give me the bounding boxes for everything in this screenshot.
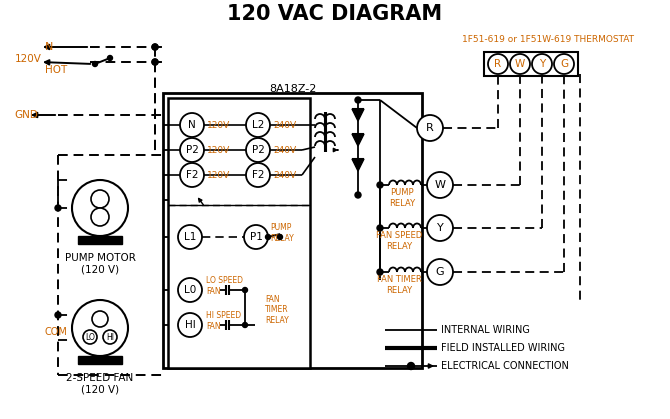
- Circle shape: [417, 115, 443, 141]
- Text: (120 V): (120 V): [81, 384, 119, 394]
- Circle shape: [243, 287, 247, 292]
- Bar: [78, 236, 122, 244]
- Text: R: R: [494, 59, 502, 69]
- Circle shape: [427, 215, 453, 241]
- Circle shape: [180, 113, 204, 137]
- Text: 2-SPEED FAN: 2-SPEED FAN: [66, 373, 133, 383]
- Circle shape: [55, 312, 61, 318]
- Text: 240V: 240V: [273, 145, 296, 155]
- Text: 120V: 120V: [207, 171, 230, 179]
- Text: FIELD INSTALLED WIRING: FIELD INSTALLED WIRING: [441, 343, 565, 353]
- Circle shape: [92, 62, 98, 67]
- Text: COM: COM: [44, 327, 67, 337]
- Circle shape: [178, 313, 202, 337]
- Text: F2: F2: [252, 170, 264, 180]
- Text: FAN
TIMER
RELAY: FAN TIMER RELAY: [265, 295, 289, 325]
- Text: (120 V): (120 V): [81, 264, 119, 274]
- Circle shape: [103, 330, 117, 344]
- Text: PUMP
RELAY: PUMP RELAY: [389, 188, 415, 208]
- Text: P2: P2: [186, 145, 198, 155]
- Text: INTERNAL WIRING: INTERNAL WIRING: [441, 325, 530, 335]
- Circle shape: [427, 172, 453, 198]
- Text: GND: GND: [14, 110, 38, 120]
- Circle shape: [83, 330, 97, 344]
- Text: L2: L2: [252, 120, 264, 130]
- Circle shape: [243, 323, 247, 328]
- Text: R: R: [426, 123, 434, 133]
- Text: 240V: 240V: [273, 171, 296, 179]
- Circle shape: [55, 205, 61, 211]
- Circle shape: [152, 59, 158, 65]
- Text: 120V: 120V: [15, 54, 42, 64]
- Text: LO SPEED
FAN: LO SPEED FAN: [206, 276, 243, 296]
- Text: P2: P2: [251, 145, 265, 155]
- Text: W: W: [435, 180, 446, 190]
- Text: Y: Y: [437, 223, 444, 233]
- Text: 8A18Z-2: 8A18Z-2: [269, 84, 317, 94]
- Circle shape: [152, 59, 158, 65]
- Circle shape: [72, 300, 128, 356]
- Text: LO: LO: [85, 333, 95, 341]
- Circle shape: [510, 54, 530, 74]
- Circle shape: [246, 138, 270, 162]
- Polygon shape: [352, 134, 364, 146]
- Text: 1F51-619 or 1F51W-619 THERMOSTAT: 1F51-619 or 1F51W-619 THERMOSTAT: [462, 34, 634, 44]
- Circle shape: [92, 311, 108, 327]
- Bar: [484, 52, 578, 76]
- Circle shape: [244, 225, 268, 249]
- Text: 120 VAC DIAGRAM: 120 VAC DIAGRAM: [227, 4, 443, 24]
- Bar: [163, 93, 422, 368]
- Circle shape: [355, 192, 361, 198]
- Circle shape: [91, 190, 109, 208]
- Circle shape: [107, 55, 113, 60]
- Circle shape: [355, 97, 361, 103]
- Text: W: W: [515, 59, 525, 69]
- Circle shape: [277, 235, 283, 240]
- Text: L0: L0: [184, 285, 196, 295]
- Circle shape: [532, 54, 552, 74]
- Circle shape: [407, 362, 415, 370]
- Circle shape: [377, 225, 383, 231]
- Text: P1: P1: [249, 232, 263, 242]
- Circle shape: [265, 235, 271, 240]
- Text: N: N: [188, 120, 196, 130]
- Text: HI: HI: [185, 320, 196, 330]
- Text: PUMP
RELAY: PUMP RELAY: [270, 223, 293, 243]
- Circle shape: [180, 138, 204, 162]
- Circle shape: [246, 113, 270, 137]
- Text: HOT: HOT: [45, 65, 67, 75]
- Circle shape: [152, 44, 158, 50]
- Circle shape: [377, 269, 383, 275]
- Bar: [168, 98, 310, 368]
- Text: HI SPEED
FAN: HI SPEED FAN: [206, 311, 241, 331]
- Text: Y: Y: [539, 59, 545, 69]
- Circle shape: [72, 180, 128, 236]
- Text: FAN SPEED
RELAY: FAN SPEED RELAY: [376, 231, 422, 251]
- Polygon shape: [352, 109, 364, 121]
- Text: G: G: [436, 267, 444, 277]
- Circle shape: [180, 163, 204, 187]
- Text: 120V: 120V: [207, 121, 230, 129]
- Text: 120V: 120V: [207, 145, 230, 155]
- Circle shape: [178, 225, 202, 249]
- Text: G: G: [560, 59, 568, 69]
- Text: L1: L1: [184, 232, 196, 242]
- Circle shape: [152, 44, 158, 50]
- Circle shape: [427, 259, 453, 285]
- Text: HI: HI: [106, 333, 114, 341]
- Text: ELECTRICAL CONNECTION: ELECTRICAL CONNECTION: [441, 361, 569, 371]
- Circle shape: [377, 182, 383, 188]
- Text: F2: F2: [186, 170, 198, 180]
- Text: PUMP MOTOR: PUMP MOTOR: [64, 253, 135, 263]
- Text: FAN TIMER
RELAY: FAN TIMER RELAY: [377, 275, 421, 295]
- Circle shape: [91, 208, 109, 226]
- Polygon shape: [352, 159, 364, 171]
- Bar: [78, 356, 122, 364]
- Text: 240V: 240V: [273, 121, 296, 129]
- Text: N: N: [45, 42, 54, 52]
- Circle shape: [246, 163, 270, 187]
- Circle shape: [488, 54, 508, 74]
- Circle shape: [178, 278, 202, 302]
- Circle shape: [554, 54, 574, 74]
